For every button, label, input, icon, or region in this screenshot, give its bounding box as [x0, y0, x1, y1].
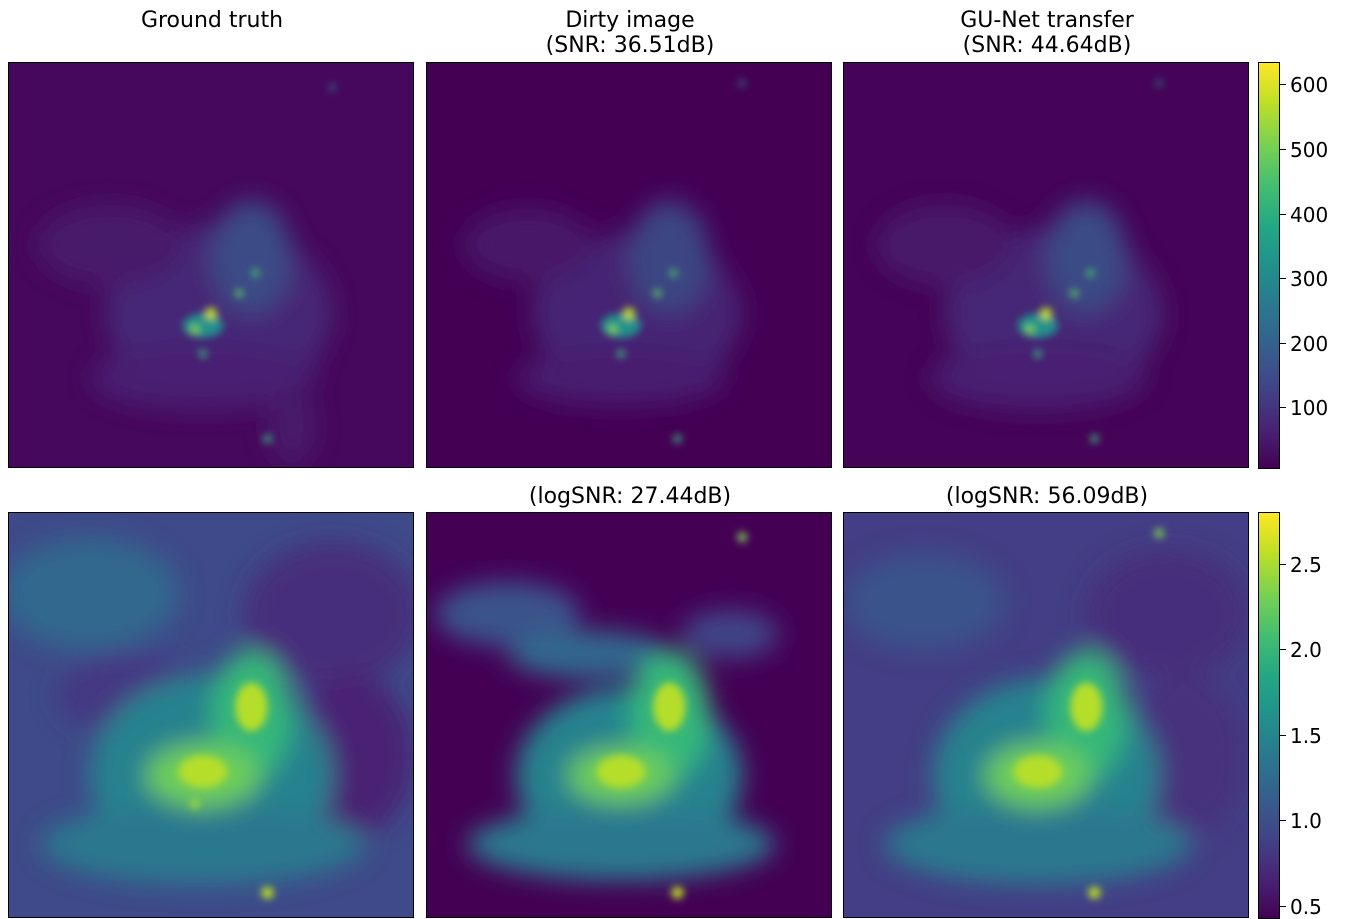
colorbar-linear-tick: 300: [1290, 267, 1329, 291]
title-gunet-logsnr: (logSNR: 56.09dB): [945, 484, 1149, 509]
panel-dirty-image-linear: [426, 62, 832, 468]
colorbar-linear-tick: 100: [1290, 396, 1329, 420]
title-ground-truth: Ground truth: [140, 8, 284, 33]
panel-gunet-transfer-linear: [843, 62, 1249, 468]
colorbar-log-tick: 1.0: [1290, 809, 1322, 833]
panel-ground-truth-log: [8, 512, 414, 918]
colorbar-linear-tick: 600: [1290, 73, 1329, 97]
colorbar-log-tick: 0.5: [1290, 895, 1322, 919]
panel-dirty-image-log: [426, 512, 832, 918]
colorbar-log-tick: 2.0: [1290, 638, 1322, 662]
colorbar-linear: [1258, 62, 1280, 469]
panel-gunet-transfer-log: [843, 512, 1249, 918]
colorbar-log: [1258, 512, 1280, 919]
colorbar-linear-tick: 400: [1290, 203, 1329, 227]
title-gunet-transfer: GU-Net transfer (SNR: 44.64dB): [960, 8, 1134, 58]
colorbar-log-tick: 1.5: [1290, 724, 1322, 748]
colorbar-linear-tick: 500: [1290, 138, 1329, 162]
colorbar-log-tick: 2.5: [1290, 553, 1322, 577]
title-dirty-logsnr: (logSNR: 27.44dB): [528, 484, 732, 509]
title-dirty-image: Dirty image (SNR: 36.51dB): [545, 8, 715, 58]
panel-ground-truth-linear: [8, 62, 414, 468]
colorbar-linear-tick: 200: [1290, 332, 1329, 356]
